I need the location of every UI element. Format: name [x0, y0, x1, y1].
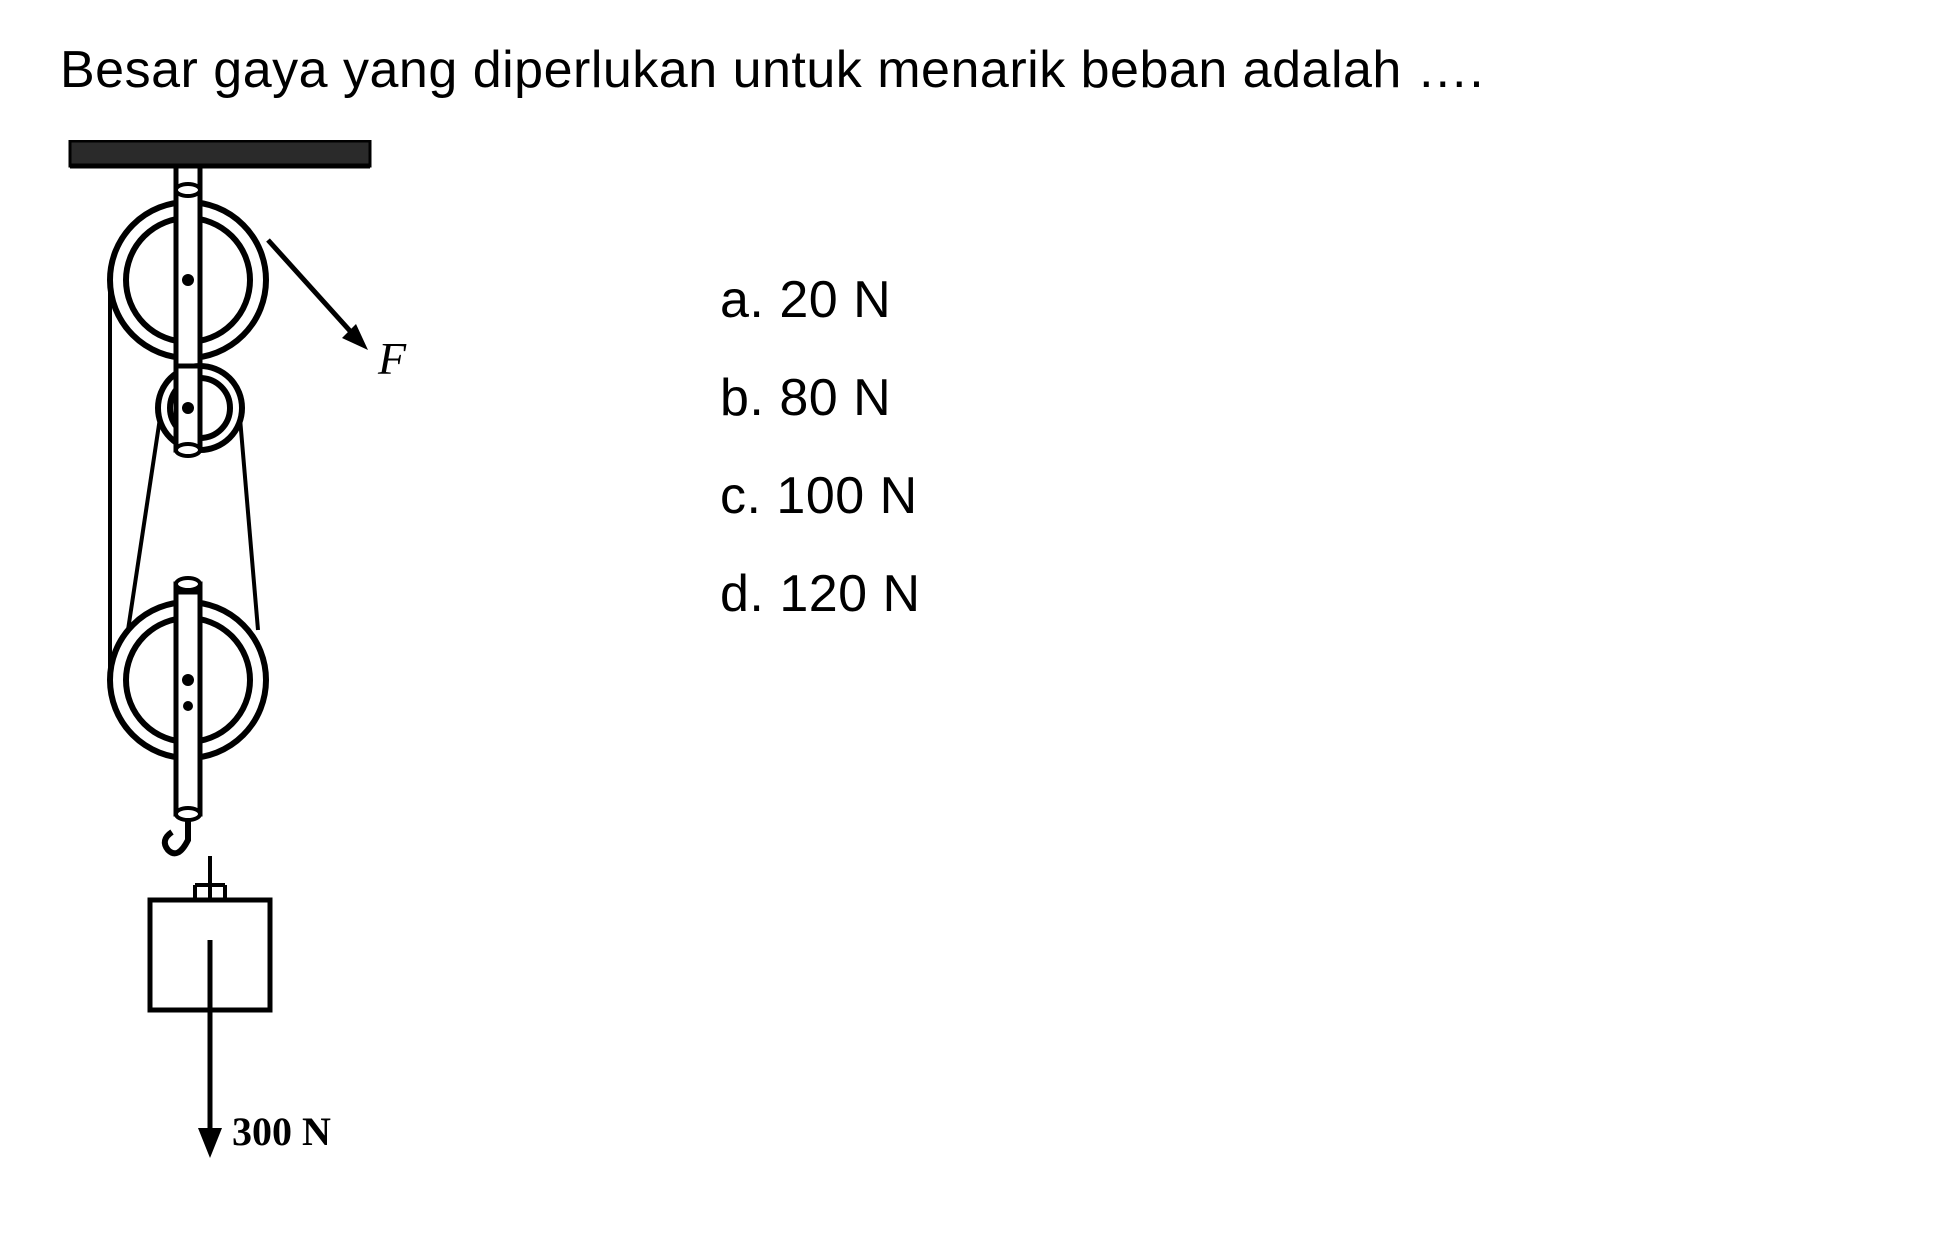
- top-pulley-axle: [182, 274, 194, 286]
- rope-mid-right: [240, 418, 258, 630]
- question-text: Besar gaya yang diperlukan untuk menarik…: [60, 40, 1886, 100]
- rope-mid-left: [128, 418, 160, 630]
- option-c: c. 100 N: [720, 466, 921, 526]
- pulley-diagram: F 300 N: [60, 140, 440, 1190]
- force-label: F: [378, 332, 406, 385]
- weight-label: 300 N: [232, 1108, 331, 1155]
- ceiling: [70, 140, 370, 166]
- weight-arrow-head: [198, 1128, 222, 1158]
- content-area: F 300 N a. 20 N b. 80 N c. 100 N d. 120 …: [60, 140, 1886, 1190]
- option-d: d. 120 N: [720, 564, 921, 624]
- force-arrow-line: [268, 240, 360, 342]
- answer-options: a. 20 N b. 80 N c. 100 N d. 120 N: [720, 270, 921, 662]
- option-b: b. 80 N: [720, 368, 921, 428]
- option-a: a. 20 N: [720, 270, 921, 330]
- middle-pulley-axle: [182, 402, 194, 414]
- hook: [165, 820, 188, 853]
- pulley-svg: [60, 140, 440, 1190]
- bottom-pulley-axle: [182, 674, 194, 686]
